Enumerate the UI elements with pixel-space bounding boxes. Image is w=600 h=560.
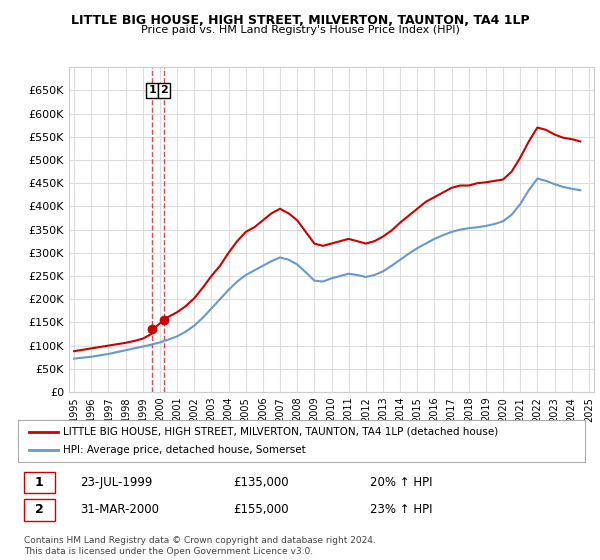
FancyBboxPatch shape [23, 500, 55, 521]
FancyBboxPatch shape [23, 472, 55, 493]
Text: 2: 2 [35, 503, 44, 516]
Text: Price paid vs. HM Land Registry's House Price Index (HPI): Price paid vs. HM Land Registry's House … [140, 25, 460, 35]
Text: LITTLE BIG HOUSE, HIGH STREET, MILVERTON, TAUNTON, TA4 1LP: LITTLE BIG HOUSE, HIGH STREET, MILVERTON… [71, 14, 529, 27]
Text: 20% ↑ HPI: 20% ↑ HPI [370, 476, 432, 489]
Text: 31-MAR-2000: 31-MAR-2000 [80, 503, 160, 516]
Text: 23-JUL-1999: 23-JUL-1999 [80, 476, 153, 489]
Text: LITTLE BIG HOUSE, HIGH STREET, MILVERTON, TAUNTON, TA4 1LP (detached house): LITTLE BIG HOUSE, HIGH STREET, MILVERTON… [64, 427, 499, 437]
Text: 1: 1 [35, 476, 44, 489]
Text: HPI: Average price, detached house, Somerset: HPI: Average price, detached house, Some… [64, 445, 306, 455]
Text: £135,000: £135,000 [233, 476, 289, 489]
Text: £155,000: £155,000 [233, 503, 289, 516]
Text: 2: 2 [160, 86, 168, 95]
Text: 1: 1 [148, 86, 156, 95]
Text: Contains HM Land Registry data © Crown copyright and database right 2024.
This d: Contains HM Land Registry data © Crown c… [24, 536, 376, 556]
Text: 23% ↑ HPI: 23% ↑ HPI [370, 503, 432, 516]
